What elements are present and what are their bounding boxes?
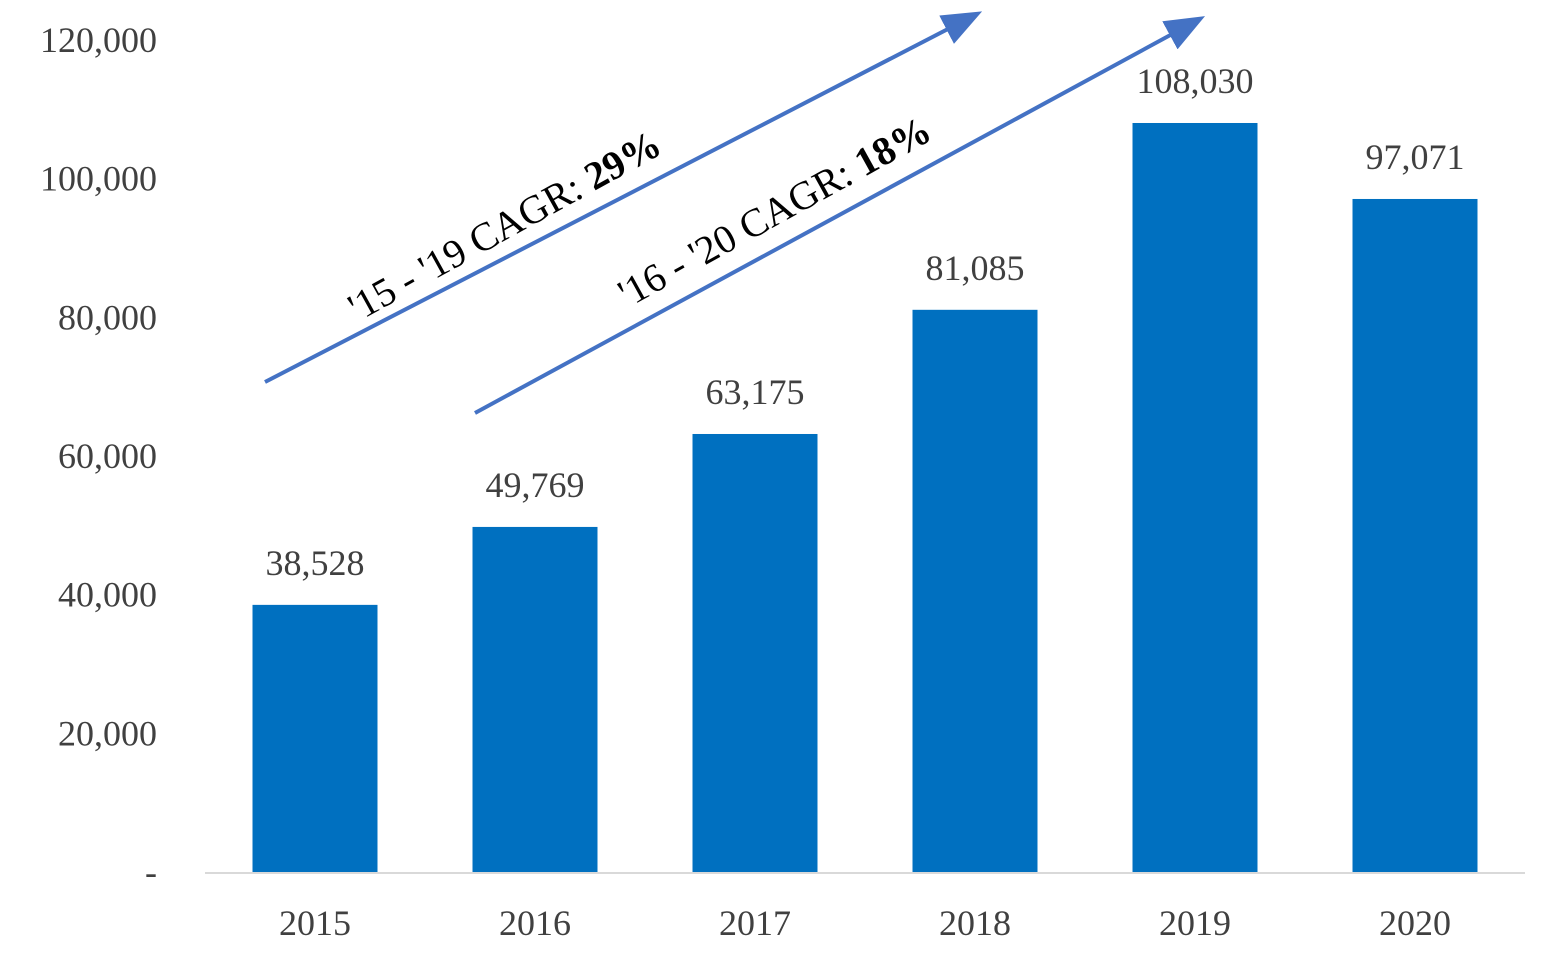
- data-labels: 38,528 49,769 63,175 81,085 108,030 97,071: [266, 61, 1465, 583]
- y-tick-label: 120,000: [40, 20, 157, 60]
- cagr-arrow-2: [474, 16, 1206, 415]
- data-label: 81,085: [926, 248, 1025, 288]
- bar-2016: [472, 526, 598, 872]
- y-tick-label: -: [145, 852, 157, 892]
- cagr-label-1: '15 - '19 CAGR: 29%: [341, 121, 669, 330]
- y-tick-label: 60,000: [58, 436, 157, 476]
- cagr-label-2-text: '16 - '20 CAGR:: [611, 146, 869, 316]
- cagr-arrow-1: [264, 11, 983, 384]
- y-axis-ticks: - 20,000 40,000 60,000 80,000 100,000 120,000: [40, 20, 157, 892]
- bar-2015: [252, 604, 378, 872]
- y-tick-label: 20,000: [58, 713, 157, 753]
- bar-2017: [692, 433, 818, 872]
- y-tick-label: 100,000: [40, 159, 157, 199]
- bar-2018: [912, 309, 1038, 872]
- data-label: 108,030: [1137, 61, 1254, 101]
- bar-2019: [1132, 122, 1258, 872]
- cagr-annotations: '15 - '19 CAGR: 29% '16 - '20 CAGR: 18%: [264, 11, 1206, 415]
- bar-2020: [1352, 198, 1478, 873]
- data-label: 49,769: [486, 465, 585, 505]
- cagr-label-1-text: '15 - '19 CAGR:: [341, 160, 599, 330]
- x-tick-label: 2018: [939, 903, 1011, 943]
- bars: [252, 122, 1478, 873]
- x-tick-label: 2019: [1159, 903, 1231, 943]
- x-axis-ticks: 2015 2016 2017 2018 2019 2020: [279, 903, 1451, 943]
- y-tick-label: 40,000: [58, 575, 157, 615]
- data-label: 38,528: [266, 543, 365, 583]
- x-tick-label: 2015: [279, 903, 351, 943]
- x-tick-label: 2020: [1379, 903, 1451, 943]
- data-label: 97,071: [1366, 137, 1465, 177]
- cagr-label-2: '16 - '20 CAGR: 18%: [611, 107, 939, 316]
- x-tick-label: 2017: [719, 903, 791, 943]
- data-label: 63,175: [706, 372, 805, 412]
- x-tick-label: 2016: [499, 903, 571, 943]
- y-tick-label: 80,000: [58, 297, 157, 337]
